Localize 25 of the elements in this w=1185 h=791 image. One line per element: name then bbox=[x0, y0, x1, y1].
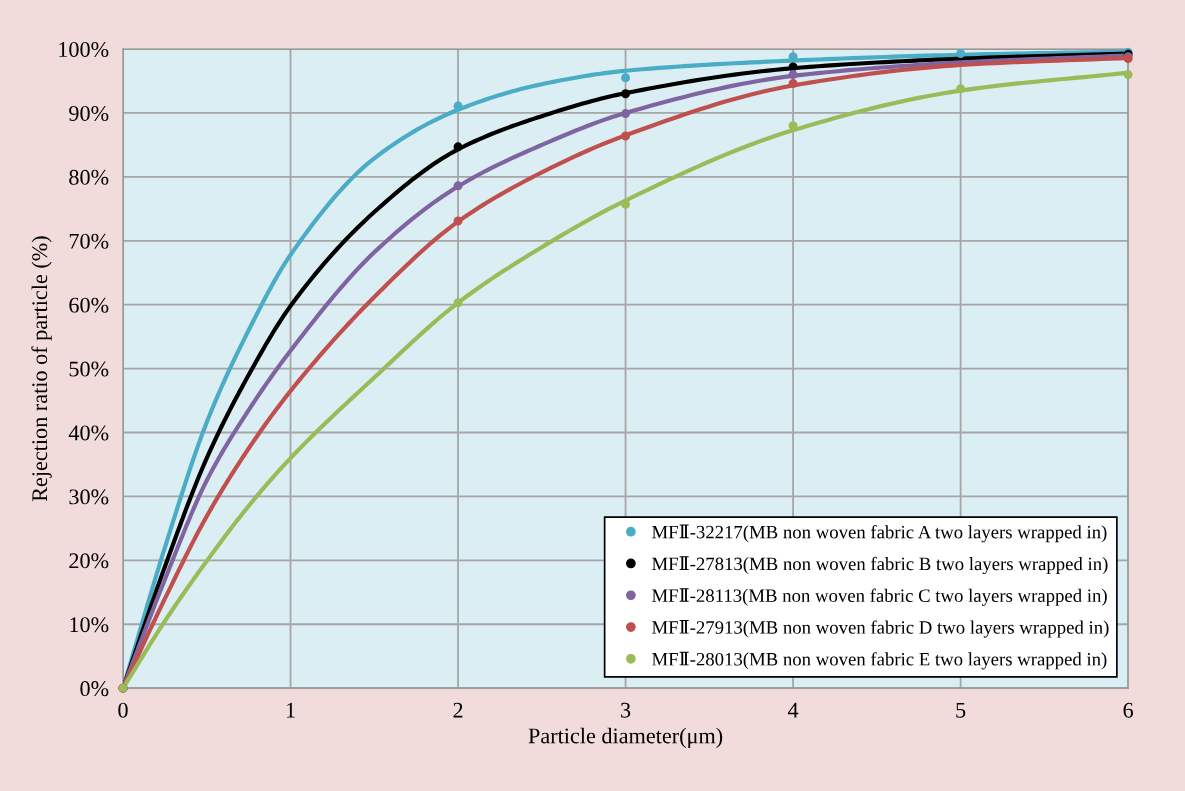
x-tick-label: 2 bbox=[453, 702, 463, 718]
y-tick-label: 80% bbox=[69, 169, 109, 185]
x-tick-label: 5 bbox=[956, 702, 966, 718]
y-tick-label: 100% bbox=[59, 41, 109, 58]
y-tick-label: 10% bbox=[70, 617, 109, 633]
y-tick-label: 20% bbox=[69, 553, 109, 569]
y-tick-label: 0% bbox=[80, 681, 109, 697]
legend-label: MFⅡ-28013(MB non woven fabric E two layers wrapped in) bbox=[652, 651, 1107, 670]
x-axis-title: Particle diameter(μm) bbox=[528, 727, 723, 748]
x-tick-label: 3 bbox=[621, 702, 631, 718]
x-tick-label: 6 bbox=[1123, 702, 1134, 718]
x-tick-label: 1 bbox=[286, 702, 295, 718]
y-tick-label: 60% bbox=[69, 297, 109, 313]
legend-label: MFⅡ-32217(MB non woven fabric A two layers wrapped in) bbox=[652, 524, 1107, 543]
legend-label: MFⅡ-27913(MB non woven fabric D two layers wrapped in) bbox=[652, 619, 1109, 638]
y-tick-label: 40% bbox=[68, 425, 109, 441]
x-tick-label: 0 bbox=[118, 702, 128, 718]
y-tick-label: 70% bbox=[69, 233, 109, 249]
y-tick-label: 30% bbox=[69, 489, 109, 505]
y-tick-label: 90% bbox=[69, 105, 109, 121]
y-tick-label: 50% bbox=[69, 361, 109, 377]
y-axis-title: Rejection ratio of particle (%) bbox=[31, 236, 52, 502]
legend-label: MFⅡ-27813(MB non woven fabric B two layers wrapped in) bbox=[652, 556, 1108, 575]
x-tick-label: 4 bbox=[787, 702, 799, 718]
legend-label: MFⅡ-28113(MB non woven fabric C two layers wrapped in) bbox=[652, 588, 1107, 606]
